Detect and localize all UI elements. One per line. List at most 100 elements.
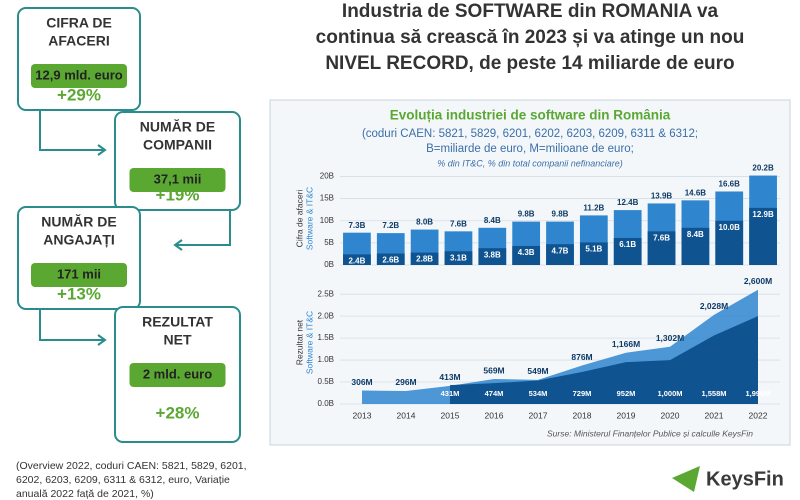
kpi-value: 2 mld. euro	[143, 366, 212, 381]
value-label: 7.2B	[382, 221, 399, 230]
value-label: 4.7B	[552, 246, 569, 255]
bar	[613, 237, 642, 265]
arrow-head	[97, 144, 107, 156]
y-tick-label: 10B	[320, 216, 334, 225]
value-label: 9.8B	[552, 210, 569, 219]
kpi-pill	[129, 363, 226, 387]
panel-subtitle: B=miliarde de euro, M=milioane de euro;	[426, 143, 634, 155]
kpi-value: 37,1 mii	[154, 171, 202, 186]
x-tick-label: 2019	[617, 410, 636, 420]
arrow-head	[173, 239, 183, 251]
kpi-label: CIFRA DE	[46, 15, 112, 31]
value-label: 1,166M	[612, 339, 640, 349]
panel-subtitle: (coduri CAEN: 5821, 5829, 6201, 6202, 62…	[362, 128, 698, 140]
value-label: 1,999M	[745, 389, 770, 398]
x-tick-label: 2021	[705, 410, 724, 420]
value-label: 9.8B	[518, 210, 535, 219]
headline: Industria de SOFTWARE din ROMANIA va	[342, 1, 719, 22]
bar	[343, 254, 371, 265]
y-tick-label: 20B	[320, 172, 334, 181]
y-tick-label: 15B	[320, 194, 334, 203]
x-tick-label: 2017	[529, 410, 548, 420]
footnote: 6202, 6203, 6209, 6311 & 6312, euro, Var…	[16, 474, 230, 486]
value-label: 7.3B	[348, 221, 365, 230]
kpi-label: NUMĂR DE	[41, 214, 116, 230]
kpi-change: +28%	[156, 403, 200, 422]
value-label: 12.4B	[617, 198, 639, 207]
arrow	[39, 309, 105, 341]
value-label: 20.2B	[752, 164, 774, 173]
value-label: 474M	[485, 389, 504, 398]
y-axis-label: Software & IT&C	[304, 187, 314, 250]
kpi-label: NET	[164, 332, 192, 348]
bar	[478, 248, 507, 265]
footnote: anuală 2022 față de 2021, %)	[16, 488, 154, 500]
x-tick-label: 2022	[749, 410, 768, 420]
value-label: 11.2B	[583, 204, 604, 213]
y-tick-label: 0.0B	[318, 399, 334, 408]
y-tick-label: 0.5B	[318, 377, 334, 386]
value-label: 3.1B	[450, 253, 467, 262]
kpi-pill	[129, 168, 226, 192]
value-label: 1,000M	[657, 389, 682, 398]
value-label: 2,600M	[744, 276, 772, 286]
bar	[681, 227, 710, 265]
bar	[715, 220, 744, 265]
value-label: 2.4B	[348, 256, 365, 265]
footnote: (Overview 2022, coduri CAEN: 5821, 5829,…	[16, 460, 247, 472]
value-label: 549M	[527, 366, 548, 376]
logo: KeysFin	[706, 468, 784, 490]
x-tick-label: 2013	[353, 410, 372, 420]
headline: continua să crească în 2023 și va atinge…	[316, 27, 745, 48]
y-axis-label: Software & IT&C	[304, 311, 314, 374]
headline: NIVEL RECORD, de peste 14 miliarde de eu…	[325, 53, 734, 74]
kpi-pill	[31, 64, 127, 88]
value-label: 1,558M	[701, 389, 726, 398]
kpi-label: ANGAJAȚI	[43, 232, 115, 248]
y-tick-label: 2.0B	[318, 311, 334, 320]
value-label: 2,028M	[700, 301, 728, 311]
arrow	[175, 210, 231, 246]
bar	[647, 231, 676, 265]
value-label: 8.4B	[484, 216, 501, 225]
value-label: 7.6B	[450, 219, 467, 228]
y-tick-label: 5B	[324, 238, 334, 247]
x-tick-label: 2020	[661, 410, 680, 420]
logo-mark	[672, 466, 700, 492]
value-label: 2.6B	[382, 256, 399, 265]
value-label: 413M	[439, 372, 460, 382]
panel-subtitle: % din IT&C, % din total companii nefinan…	[437, 158, 623, 168]
bar	[444, 251, 473, 265]
bar	[376, 253, 405, 265]
value-label: 3.8B	[484, 250, 501, 259]
y-tick-label: 2.5B	[318, 289, 334, 298]
bar	[749, 207, 777, 265]
x-tick-label: 2015	[441, 410, 460, 420]
value-label: 729M	[573, 389, 592, 398]
value-label: 6.1B	[619, 240, 636, 249]
y-tick-label: 0B	[324, 260, 334, 269]
value-label: 13.9B	[651, 192, 673, 201]
value-label: 1,302M	[656, 333, 684, 343]
value-label: 16.6B	[719, 180, 741, 189]
arrow-head	[97, 334, 107, 346]
kpi-label: REZULTAT	[142, 314, 213, 330]
bar	[579, 242, 608, 265]
kpi-change: +13%	[57, 284, 101, 303]
y-axis-label: Cifra de afaceri	[294, 190, 304, 248]
arrow	[39, 110, 105, 151]
area	[450, 316, 758, 404]
value-label: 569M	[483, 365, 504, 375]
x-tick-label: 2018	[573, 410, 592, 420]
kpi-label: NUMĂR DE	[140, 119, 215, 135]
panel-title: Evoluția industriei de software din Româ…	[390, 108, 671, 123]
kpi-label: AFACERI	[48, 33, 109, 49]
x-tick-label: 2014	[397, 410, 416, 420]
kpi-change: +19%	[156, 185, 200, 204]
kpi-value: 171 mii	[57, 266, 101, 281]
source: Surse: Ministerul Finanțelor Publice și …	[547, 428, 753, 438]
value-label: 8.0B	[416, 218, 433, 227]
y-tick-label: 1.5B	[318, 333, 334, 342]
value-label: 2.8B	[416, 255, 433, 264]
